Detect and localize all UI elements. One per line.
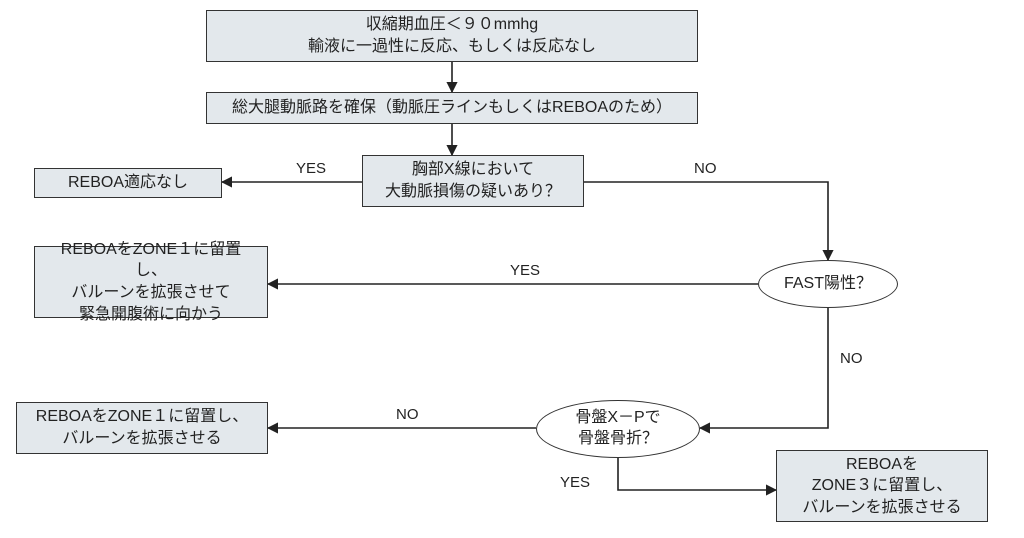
edge-label-5: NO bbox=[840, 350, 863, 367]
edge-3 bbox=[584, 182, 828, 260]
node-n_pelvis: 骨盤X－Pで骨盤骨折？ bbox=[536, 400, 700, 458]
edge-label-7: YES bbox=[560, 474, 590, 491]
node-n_xray: 胸部X線において大動脈損傷の疑いあり？ bbox=[362, 155, 584, 207]
edge-label-3: NO bbox=[694, 160, 717, 177]
edge-7 bbox=[618, 458, 776, 490]
node-text: 総大腿動脈路を確保（動脈圧ラインもしくはREBOAのため） bbox=[232, 97, 672, 119]
node-n_zone1_surgery: REBOAをZONE１に留置し、バルーンを拡張させて緊急開腹術に向かう bbox=[34, 246, 268, 318]
node-text: REBOAをZONE１に留置し、バルーンを拡張させる bbox=[36, 406, 248, 449]
node-text: REBOAをZONE３に留置し、バルーンを拡張させる bbox=[802, 454, 961, 519]
edge-label-2: YES bbox=[296, 160, 326, 177]
node-n_start: 収縮期血圧＜９０mmhg輸液に一過性に反応、もしくは反応なし bbox=[206, 10, 698, 62]
edge-label-6: NO bbox=[396, 406, 419, 423]
node-n_no_reboa: REBOA適応なし bbox=[34, 168, 222, 198]
node-text: REBOA適応なし bbox=[68, 172, 188, 194]
node-text: FAST陽性？ bbox=[784, 274, 872, 295]
node-text: 骨盤X－Pで骨盤骨折？ bbox=[575, 408, 660, 450]
node-n_fast: FAST陽性？ bbox=[758, 260, 898, 308]
node-text: REBOAをZONE１に留置し、バルーンを拡張させて緊急開腹術に向かう bbox=[45, 239, 257, 325]
node-n_access: 総大腿動脈路を確保（動脈圧ラインもしくはREBOAのため） bbox=[206, 92, 698, 124]
edge-5 bbox=[700, 308, 828, 428]
node-text: 収縮期血圧＜９０mmhg輸液に一過性に反応、もしくは反応なし bbox=[308, 14, 596, 57]
edge-label-4: YES bbox=[510, 262, 540, 279]
flowchart-canvas: 収縮期血圧＜９０mmhg輸液に一過性に反応、もしくは反応なし総大腿動脈路を確保（… bbox=[0, 0, 1024, 538]
node-text: 胸部X線において大動脈損傷の疑いあり？ bbox=[385, 159, 561, 202]
node-n_zone1: REBOAをZONE１に留置し、バルーンを拡張させる bbox=[16, 402, 268, 454]
node-n_zone3: REBOAをZONE３に留置し、バルーンを拡張させる bbox=[776, 450, 988, 522]
